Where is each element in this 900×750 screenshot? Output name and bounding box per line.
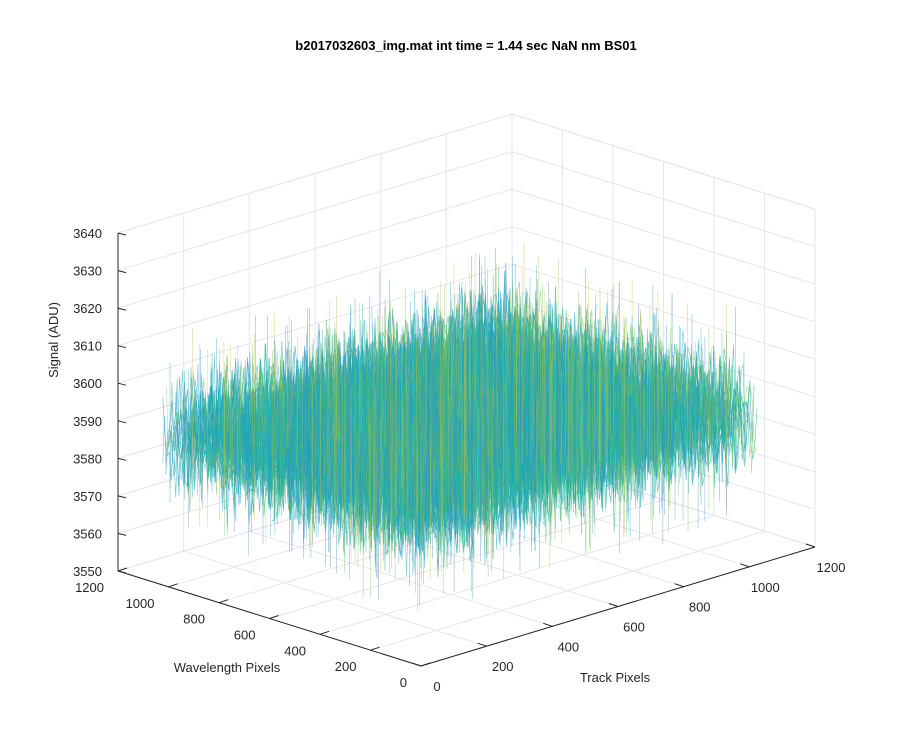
x-tick-label: 800 [689,600,711,615]
y-tick-mark [168,583,178,588]
tick-labels: 0 200 400 600 800 1000 1200 0 200 400 600 800 1000 12… [73,226,845,694]
x-tick-label: 1000 [751,580,780,595]
axes [117,232,816,667]
x-tick-mark [805,543,816,548]
surface-mesh [162,242,758,611]
z-tick-mark [117,457,127,461]
y-tick-label: 1200 [75,580,104,595]
y-gridline-floor [370,530,765,651]
y-tick-mark [370,646,380,651]
y-axis-label: Wavelength Pixels [174,660,281,675]
y-tick-label: 0 [400,675,407,690]
x-tick-mark [411,662,422,667]
x-tick-mark [477,642,487,647]
z-tick-mark [117,270,127,274]
x-tick-mark [608,603,619,607]
z-tick-label: 3580 [73,451,102,466]
x-tick-label: 0 [433,679,440,694]
y-tick-label: 600 [234,628,256,643]
z-tick-mark [117,345,127,349]
z-tick-label: 3640 [73,226,102,241]
x-tick-mark [740,563,750,568]
box-edge [117,113,513,234]
z-tick-mark [117,307,127,311]
box-edge [511,113,816,210]
y-tick-mark [117,567,128,572]
x-tick-label: 1200 [817,560,846,575]
y-tick-label: 800 [183,612,205,627]
chart-title: b2017032603_img.mat int time = 1.44 sec … [295,38,636,53]
y-tick-mark [420,662,431,667]
x-axis-label: Track Pixels [580,670,651,685]
z-axis-label: Signal (ADU) [46,302,61,378]
x-tick-label: 400 [557,639,579,654]
x-tick-mark [543,622,553,627]
x-tick-label: 600 [623,620,645,635]
y-tick-mark [218,599,229,604]
z-tick-label: 3590 [73,414,102,429]
z-tick-label: 3600 [73,376,102,391]
z-tick-mark [117,570,127,574]
x-tick-label: 200 [492,659,514,674]
z-tick-mark [117,382,127,386]
z-tick-mark [117,232,127,236]
x-tick-mark [674,583,684,588]
surface-column [494,286,754,474]
z-tick-label: 3570 [73,489,102,504]
y-gridline-floor [269,499,664,619]
z-tick-mark [117,495,127,499]
z-tick-label: 3630 [73,264,102,279]
y-tick-label: 400 [284,643,306,658]
z-tick-label: 3620 [73,301,102,316]
y-tick-mark [269,615,279,619]
y-tick-label: 200 [335,659,357,674]
z-tick-label: 3560 [73,526,102,541]
y-tick-mark [319,630,330,635]
z-tick-mark [117,420,127,424]
z-tick-label: 3550 [73,564,102,579]
z-tick-label: 3610 [73,339,102,354]
y-tick-label: 1000 [126,596,155,611]
y-gridline-floor [319,514,715,635]
z-tick-mark [117,532,127,536]
